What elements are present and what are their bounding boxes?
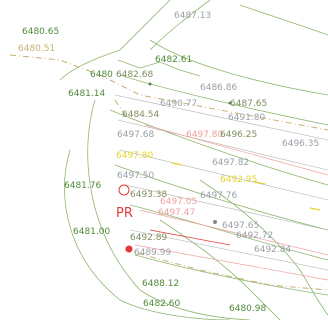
elevation-label: 6481.76 xyxy=(64,181,101,191)
elevation-label: 6493.38 xyxy=(130,190,167,200)
boundary-line xyxy=(124,249,328,291)
elevation-label: 6491.80 xyxy=(228,113,265,123)
elevation-label: 6492.89 xyxy=(130,233,167,243)
breakline xyxy=(114,94,328,141)
contour-line xyxy=(149,39,328,96)
survey-point xyxy=(125,245,133,253)
elevation-label: 6497.65 xyxy=(222,221,259,231)
elevation-label: 6497.80 xyxy=(116,151,153,161)
pavement-line xyxy=(134,244,328,281)
elevation-label: 6496.35 xyxy=(282,139,319,149)
survey-markers xyxy=(118,82,232,253)
elevation-labels: 6480.65 6480.51 6487.13 6482.61 6480 648… xyxy=(18,11,319,314)
pavement-line xyxy=(149,229,231,246)
pavement-line xyxy=(139,209,328,256)
boundary-line xyxy=(114,99,136,121)
elevation-label: 6482.68 xyxy=(116,70,153,80)
contour-line xyxy=(159,219,281,320)
breakline xyxy=(129,229,328,271)
yellow-dash xyxy=(254,181,266,185)
elevation-label: 6492.84 xyxy=(254,245,291,255)
contour-line xyxy=(117,59,201,77)
yellow-dashes xyxy=(171,162,321,211)
breakline xyxy=(117,119,328,171)
boundary-line xyxy=(9,54,328,131)
survey-point xyxy=(118,184,130,196)
elevation-label: 6481.14 xyxy=(68,89,105,99)
elevation-label: 6480.98 xyxy=(229,304,266,314)
contour-line xyxy=(199,179,328,316)
contour-line xyxy=(59,0,171,81)
elevation-label: 6480 xyxy=(90,70,113,80)
breakline xyxy=(124,184,328,231)
contour-line xyxy=(64,149,231,320)
elevation-label: 6486.86 xyxy=(200,83,237,93)
contour-lines xyxy=(59,0,328,320)
elevation-label: 6488.12 xyxy=(142,279,179,289)
elevation-label: 6489.99 xyxy=(134,248,171,258)
elevation-label: 6492.72 xyxy=(236,231,273,241)
elevation-label: 6497.76 xyxy=(200,191,237,201)
contour-line xyxy=(239,4,328,36)
contour-line xyxy=(134,254,328,296)
elevation-label: 6497.80 xyxy=(186,130,223,140)
yellow-dash xyxy=(171,162,183,166)
elevation-label: 6497.68 xyxy=(117,130,154,140)
elevation-label: 6497.50 xyxy=(117,171,154,181)
pavement-lines xyxy=(134,124,328,281)
elevation-label: 6482.61 xyxy=(155,55,192,65)
contour-line xyxy=(129,204,328,261)
elevation-label: 6480.51 xyxy=(18,44,55,54)
contour-line xyxy=(149,0,211,51)
elevation-label: 6482.60 xyxy=(143,299,180,309)
elevation-label: 6484.54 xyxy=(122,110,159,120)
elevation-label: 6496.25 xyxy=(220,130,257,140)
survey-point xyxy=(213,220,217,224)
elevation-label: PR xyxy=(116,206,133,221)
elevation-label: 6497.05 xyxy=(160,197,197,207)
elevation-label: 6490.77 xyxy=(160,99,197,109)
survey-point xyxy=(148,82,152,86)
elevation-label: 6481.00 xyxy=(73,227,110,237)
breakline xyxy=(119,149,328,201)
contour-line xyxy=(109,109,328,186)
elevation-label: 6497.82 xyxy=(212,158,249,168)
elevation-label: 6487.13 xyxy=(174,11,211,21)
survey-point xyxy=(228,101,232,105)
yellow-dash xyxy=(309,207,321,211)
property-boundary xyxy=(9,54,328,291)
elevation-label: 6487.65 xyxy=(230,99,267,109)
elevation-label: 6497.47 xyxy=(158,208,195,218)
pavement-line xyxy=(144,124,328,176)
elevation-label: 6492.95 xyxy=(220,175,257,185)
breaklines xyxy=(114,94,328,271)
contour-line xyxy=(87,99,251,320)
contour-line xyxy=(119,74,328,126)
contour-line xyxy=(114,164,328,231)
elevation-label: 6480.65 xyxy=(22,27,59,37)
